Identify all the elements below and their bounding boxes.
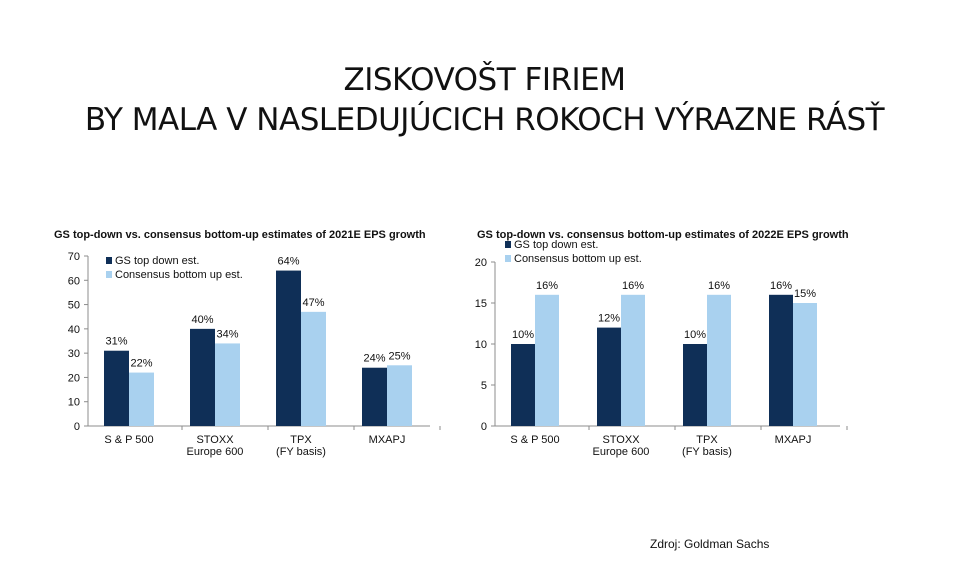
data-label: 22% — [130, 358, 152, 370]
y-tick-label: 30 — [68, 348, 80, 360]
x-tick-label: STOXX — [196, 434, 234, 446]
chart-2022-eps-growth: GS top-down vs. consensus bottom-up esti… — [475, 229, 849, 458]
chart-title: GS top-down vs. consensus bottom-up esti… — [477, 229, 849, 241]
legend-entry: GS top down est. — [115, 255, 199, 267]
x-tick-label: MXAPJ — [775, 434, 812, 446]
bar-gs — [597, 327, 621, 426]
y-tick-label: 60 — [68, 275, 80, 287]
x-tick-label: Europe 600 — [187, 446, 244, 458]
bar-consensus — [301, 311, 326, 426]
bar-gs — [190, 328, 215, 426]
source-note: Zdroj: Goldman Sachs — [650, 537, 770, 551]
legend-entry: Consensus bottom up est. — [514, 253, 642, 265]
data-label: 16% — [622, 280, 644, 292]
title-line-1: ZISKOVOŠT FIRIEM — [343, 62, 626, 98]
y-tick-label: 10 — [68, 397, 80, 409]
y-tick-label: 50 — [68, 300, 80, 312]
bar-gs — [511, 344, 535, 426]
bar-gs — [276, 270, 301, 426]
legend-swatch — [505, 255, 511, 262]
x-tick-label: MXAPJ — [369, 434, 406, 446]
legend-swatch — [106, 271, 112, 278]
data-label: 16% — [708, 280, 730, 292]
data-label: 15% — [794, 288, 816, 300]
data-label: 10% — [684, 329, 706, 341]
y-tick-label: 15 — [475, 298, 487, 310]
y-tick-label: 20 — [475, 257, 487, 269]
chart-2021-eps-growth: GS top-down vs. consensus bottom-up esti… — [54, 229, 441, 458]
y-tick-label: 5 — [481, 380, 487, 392]
data-label: 47% — [302, 297, 324, 309]
y-tick-label: 20 — [68, 372, 80, 384]
bar-gs — [769, 294, 793, 426]
y-tick-label: 70 — [68, 251, 80, 263]
x-tick-label: TPX — [290, 434, 312, 446]
title-line-2: BY MALA V NASLEDUJÚCICH ROKOCH VÝRAZNE R… — [84, 102, 885, 138]
data-label: 34% — [216, 328, 238, 340]
bar-consensus — [129, 372, 154, 426]
bar-consensus — [793, 303, 817, 426]
bar-consensus — [215, 343, 240, 426]
bar-consensus — [387, 365, 412, 426]
x-tick-label: STOXX — [602, 434, 640, 446]
data-label: 25% — [388, 350, 410, 362]
legend-swatch — [106, 257, 112, 264]
bar-gs — [683, 344, 707, 426]
legend-entry: Consensus bottom up est. — [115, 269, 243, 281]
x-tick-label: TPX — [696, 434, 718, 446]
x-tick-label: (FY basis) — [682, 446, 732, 458]
chart-title: GS top-down vs. consensus bottom-up esti… — [54, 229, 426, 241]
y-tick-label: 10 — [475, 339, 487, 351]
data-label: 24% — [363, 353, 385, 365]
x-tick-label: S & P 500 — [104, 434, 153, 446]
legend-entry: GS top down est. — [514, 239, 598, 251]
data-label: 16% — [536, 280, 558, 292]
bar-gs — [362, 367, 387, 426]
x-tick-label: S & P 500 — [510, 434, 559, 446]
bar-consensus — [707, 294, 731, 426]
data-label: 64% — [277, 256, 299, 268]
legend-swatch — [505, 241, 511, 248]
page-title: ZISKOVOŠT FIRIEM BY MALA V NASLEDUJÚCICH… — [0, 60, 969, 140]
x-tick-label: (FY basis) — [276, 446, 326, 458]
bar-gs — [104, 350, 129, 426]
data-label: 31% — [105, 336, 127, 348]
data-label: 10% — [512, 329, 534, 341]
bar-consensus — [621, 294, 645, 426]
data-label: 12% — [598, 313, 620, 325]
bar-consensus — [535, 294, 559, 426]
x-tick-label: Europe 600 — [593, 446, 650, 458]
data-label: 40% — [191, 314, 213, 326]
y-tick-label: 0 — [74, 421, 80, 433]
y-tick-label: 40 — [68, 324, 80, 336]
data-label: 16% — [770, 280, 792, 292]
y-tick-label: 0 — [481, 421, 487, 433]
